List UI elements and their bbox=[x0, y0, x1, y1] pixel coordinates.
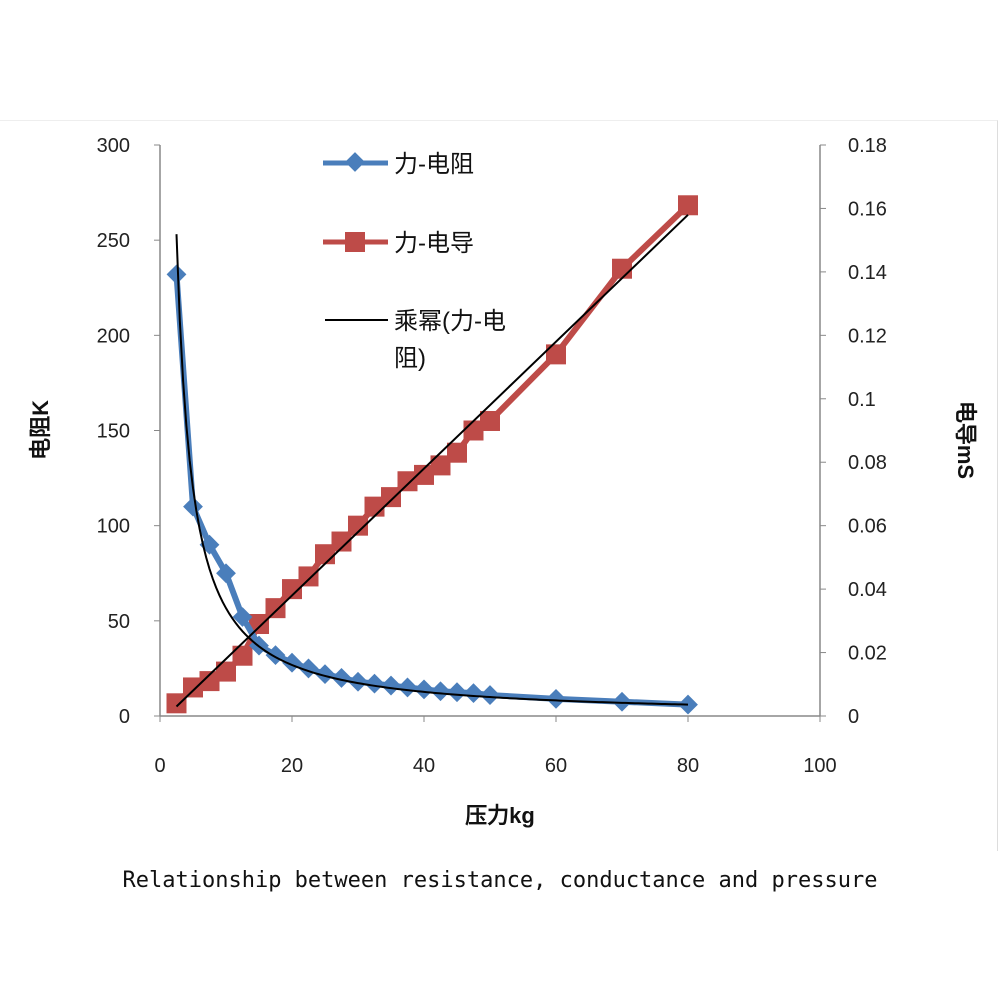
x-tick-label: 20 bbox=[281, 755, 303, 777]
y-tick-label-right: 0.06 bbox=[848, 516, 887, 538]
x-axis-label: 压力kg bbox=[465, 803, 535, 828]
y-tick-label-right: 0 bbox=[848, 706, 859, 728]
legend-label-power-trend-2: 阻) bbox=[394, 345, 426, 372]
y-tick-label-left: 150 bbox=[97, 421, 130, 443]
point-conductance bbox=[331, 531, 352, 552]
y-tick-label-left: 0 bbox=[119, 706, 130, 728]
point-conductance bbox=[678, 195, 698, 216]
point-resistance bbox=[414, 679, 434, 700]
point-resistance bbox=[331, 668, 352, 688]
point-conductance bbox=[166, 693, 187, 714]
y-tick-label-left: 50 bbox=[108, 611, 130, 633]
point-resistance bbox=[183, 496, 203, 517]
y-tick-label-right: 0.04 bbox=[848, 579, 887, 601]
point-conductance bbox=[397, 471, 418, 492]
legend: 力-电阻 力-电导 乘幂(力-电 阻) bbox=[323, 151, 506, 372]
point-conductance bbox=[183, 677, 203, 698]
point-resistance bbox=[364, 673, 385, 694]
y-tick-label-right: 0.16 bbox=[848, 198, 887, 220]
y-tick-label-right: 0.12 bbox=[848, 325, 887, 347]
point-conductance bbox=[430, 455, 451, 476]
point-conductance bbox=[612, 258, 632, 279]
y-tick-label-left: 300 bbox=[97, 135, 130, 157]
chart-caption: Relationship between resistance, conduct… bbox=[122, 868, 878, 893]
y-tick-label-left: 200 bbox=[97, 325, 130, 347]
point-conductance bbox=[348, 515, 368, 536]
x-tick-label: 40 bbox=[413, 755, 435, 777]
x-tick-label: 80 bbox=[677, 755, 699, 777]
y-tick-label-right: 0.14 bbox=[848, 262, 887, 284]
x-tick-label: 60 bbox=[545, 755, 567, 777]
point-resistance bbox=[480, 685, 500, 705]
y-axis-label-left: 电阻K bbox=[28, 400, 53, 460]
x-tick-label: 100 bbox=[803, 755, 836, 777]
point-conductance bbox=[199, 671, 220, 692]
marks bbox=[166, 195, 698, 715]
legend-label-conductance: 力-电导 bbox=[394, 230, 474, 257]
point-conductance bbox=[381, 487, 401, 508]
y-tick-label-right: 0.02 bbox=[848, 643, 887, 665]
point-conductance bbox=[546, 344, 566, 365]
x-tick-label: 0 bbox=[154, 755, 165, 777]
point-conductance bbox=[447, 442, 467, 463]
y-tick-label-right: 0.18 bbox=[848, 135, 887, 157]
point-resistance bbox=[315, 664, 335, 685]
point-resistance bbox=[612, 691, 632, 712]
y-tick-label-left: 100 bbox=[97, 516, 130, 538]
point-resistance bbox=[463, 683, 484, 704]
y-axis-label-right: 电导mS bbox=[953, 401, 978, 479]
point-conductance bbox=[249, 614, 269, 635]
point-conductance bbox=[232, 645, 253, 666]
point-conductance bbox=[480, 410, 500, 431]
y-tick-label-right: 0.08 bbox=[848, 452, 887, 474]
point-conductance bbox=[298, 566, 319, 587]
legend-marker-square bbox=[345, 232, 365, 252]
point-resistance bbox=[447, 682, 467, 703]
point-conductance bbox=[414, 464, 434, 485]
point-resistance bbox=[166, 264, 187, 285]
point-conductance bbox=[282, 579, 302, 600]
axes: 0 20 40 60 80 100 0 50 100 150 200 250 300 0 0.02 0.04 0… bbox=[97, 135, 887, 777]
legend-label-resistance: 力-电阻 bbox=[394, 151, 474, 178]
chart-frame bbox=[0, 120, 998, 851]
point-conductance bbox=[265, 598, 286, 619]
linear-trendline-conductance bbox=[175, 214, 689, 708]
point-resistance bbox=[397, 677, 418, 698]
legend-marker-diamond bbox=[345, 152, 365, 172]
power-trendline-resistance bbox=[175, 234, 689, 706]
point-resistance bbox=[348, 671, 368, 692]
legend-label-power-trend-1: 乘幂(力-电 bbox=[394, 308, 506, 335]
series-line-resistance bbox=[173, 274, 689, 708]
point-resistance bbox=[430, 681, 451, 702]
y-tick-label-left: 250 bbox=[97, 230, 130, 252]
y-tick-label-right: 0.1 bbox=[848, 389, 876, 411]
point-resistance bbox=[546, 688, 566, 709]
point-conductance bbox=[216, 661, 236, 682]
point-resistance bbox=[381, 675, 401, 696]
